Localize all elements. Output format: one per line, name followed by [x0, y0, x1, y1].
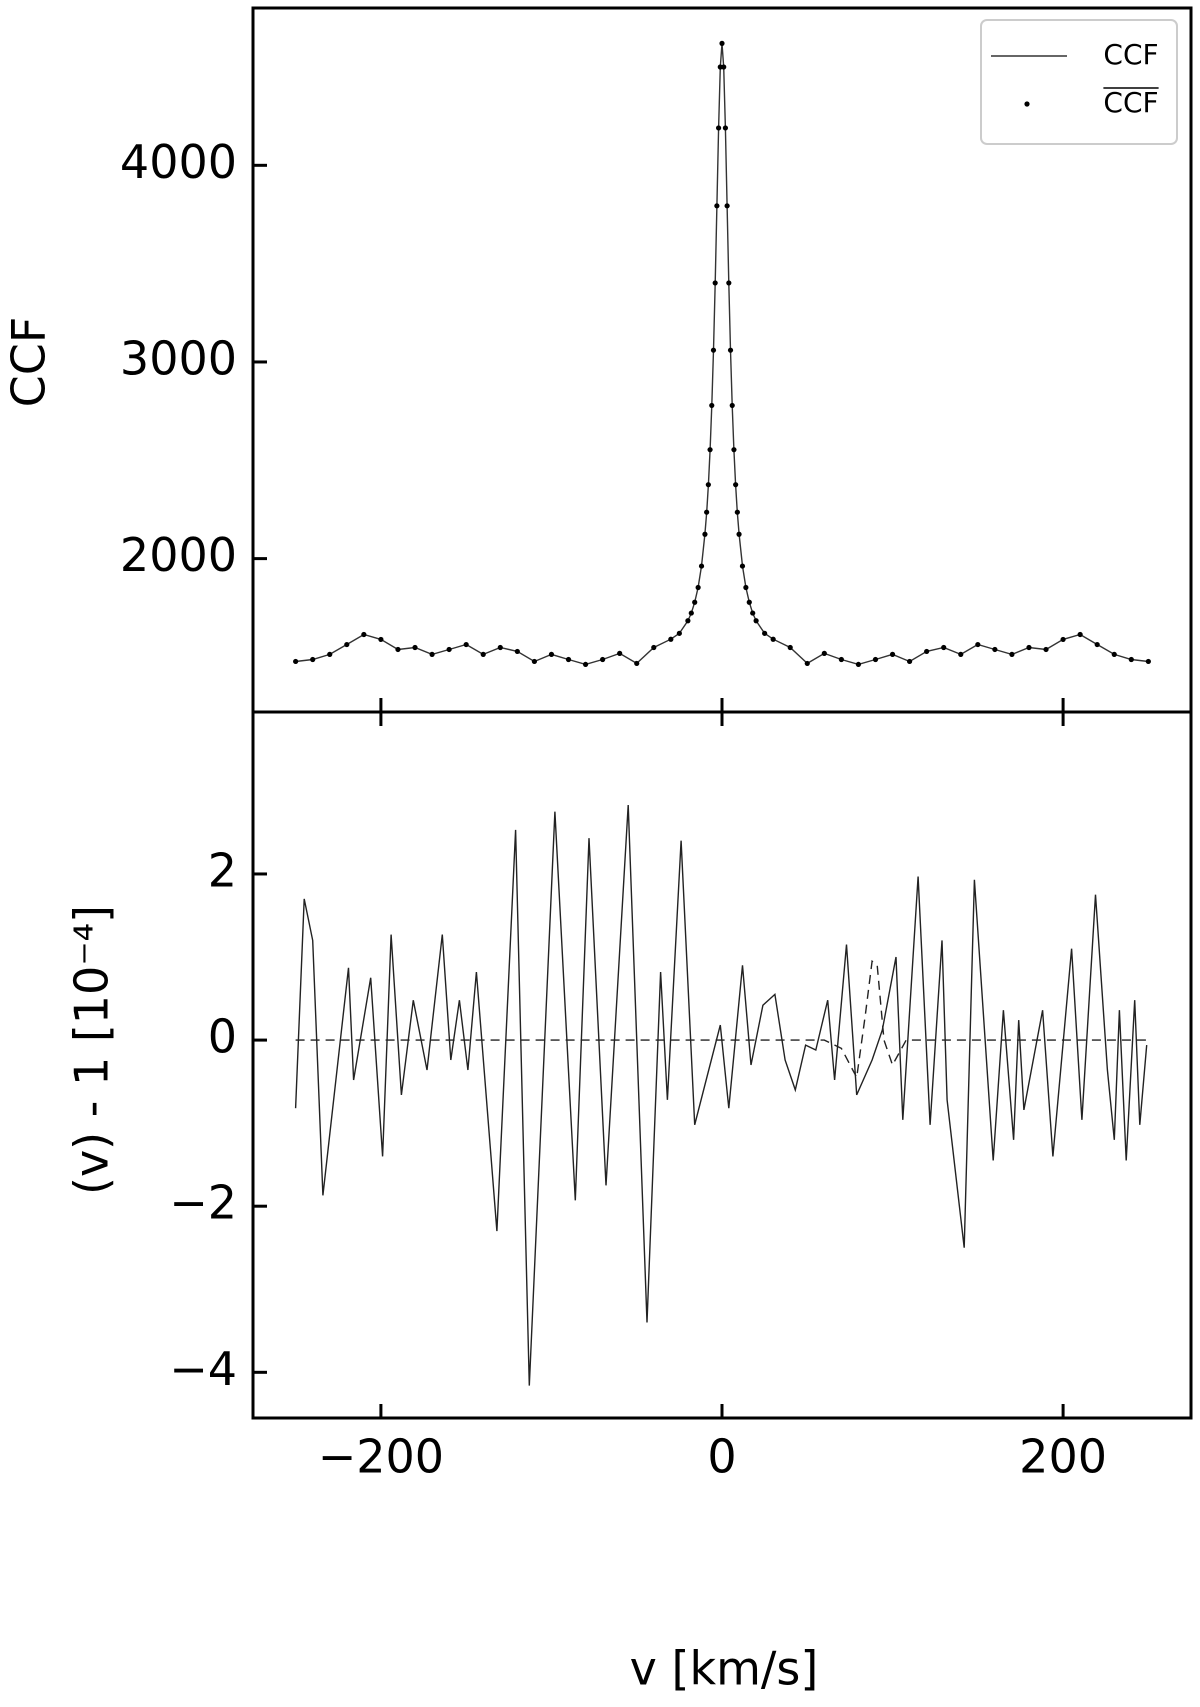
data-point: [497, 644, 503, 651]
data-point: [707, 447, 713, 453]
data-point: [617, 650, 623, 656]
y-axis-label: (v) - 1 [10⁻⁴]: [65, 905, 119, 1195]
data-point: [1077, 631, 1083, 638]
data-point: [310, 656, 316, 663]
data-point: [600, 656, 606, 663]
y-tick-label: 3000: [120, 331, 237, 385]
data-point: [327, 651, 333, 657]
data-point: [651, 644, 657, 651]
legend-label: CCF: [1103, 86, 1158, 119]
data-point: [746, 599, 752, 605]
data-point: [714, 203, 720, 209]
data-point: [729, 402, 735, 409]
data-point: [1026, 644, 1032, 651]
data-point: [975, 641, 981, 648]
data-point: [855, 661, 862, 668]
data-point: [907, 658, 913, 665]
data-point: [668, 636, 674, 642]
data-point: [710, 347, 717, 353]
data-point: [762, 630, 768, 636]
data-point: [685, 618, 691, 624]
plot-frame: [251, 710, 1193, 1420]
x-tick-label: 200: [1019, 1430, 1107, 1484]
data-point: [787, 644, 793, 651]
y-tick-label: 4000: [120, 135, 237, 189]
data-point: [1145, 658, 1151, 665]
y-tick-label: −4: [169, 1342, 237, 1396]
data-point: [395, 646, 401, 653]
y-tick-label: −2: [169, 1176, 237, 1230]
data-point: [1128, 656, 1134, 663]
data-point: [695, 584, 701, 591]
data-point: [739, 563, 746, 569]
data-point: [924, 648, 930, 655]
data-point: [702, 531, 708, 537]
data-point: [1111, 651, 1117, 657]
data-point: [743, 584, 749, 591]
data-point: [726, 280, 732, 286]
data-point: [712, 280, 718, 286]
data-point: [412, 644, 418, 651]
data-point: [838, 656, 844, 663]
y-tick-label: 2: [208, 843, 237, 897]
legend-box: [980, 19, 1178, 145]
data-point: [463, 641, 469, 648]
x-tick-label: 0: [707, 1430, 736, 1484]
data-point: [750, 610, 756, 616]
data-point: [1009, 651, 1015, 657]
x-tick-label: −200: [318, 1430, 444, 1484]
data-point: [734, 509, 740, 515]
data-point: [1060, 636, 1066, 643]
data-point: [361, 631, 367, 638]
legend-marker: [1024, 101, 1030, 107]
data-point: [770, 636, 776, 642]
data-point: [727, 347, 734, 353]
data-point: [344, 641, 350, 648]
data-point: [709, 402, 715, 409]
data-point: [565, 656, 572, 663]
data-point: [719, 40, 725, 46]
data-point: [698, 563, 705, 569]
data-point: [804, 660, 810, 667]
x-axis-label: v [km/s]: [630, 1642, 819, 1696]
data-point: [958, 651, 964, 657]
data-line: [294, 804, 1148, 1386]
data-point: [889, 651, 896, 657]
data-point: [676, 630, 682, 636]
data-point: [722, 125, 729, 131]
data-point: [634, 660, 640, 667]
data-point: [692, 599, 698, 605]
data-point: [721, 64, 727, 70]
data-point: [514, 648, 520, 655]
data-point: [715, 125, 722, 131]
data-point: [992, 646, 998, 653]
data-point: [731, 447, 737, 453]
data-point: [582, 661, 589, 668]
data-point: [1094, 641, 1100, 648]
y-tick-label: 0: [208, 1010, 237, 1064]
dashed-line: [295, 959, 1149, 1080]
data-point: [446, 646, 452, 653]
y-tick-label: 2000: [120, 528, 237, 582]
data-point: [705, 482, 711, 488]
data-point: [480, 651, 486, 657]
legend-label: CCF: [1103, 38, 1158, 71]
data-point: [733, 482, 739, 488]
data-point: [531, 658, 538, 665]
data-point: [724, 203, 730, 209]
data-point: [293, 658, 299, 665]
y-axis-label: CCF: [2, 317, 56, 408]
data-point: [736, 531, 742, 537]
data-point: [821, 650, 827, 656]
data-point: [704, 509, 710, 515]
data-point: [753, 618, 759, 624]
data-point: [688, 610, 694, 616]
data-point: [1043, 646, 1049, 653]
data-point: [548, 651, 555, 657]
data-point: [872, 656, 879, 663]
data-point: [429, 651, 435, 657]
data-point: [941, 644, 947, 651]
data-point: [378, 636, 384, 643]
